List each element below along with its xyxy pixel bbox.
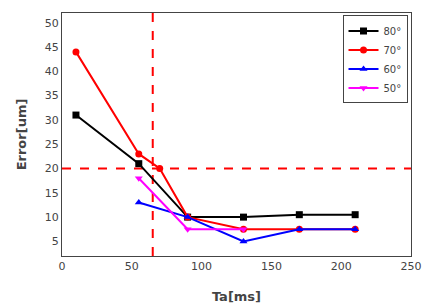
svg-text:80°: 80°: [384, 26, 402, 37]
svg-text:60°: 60°: [384, 64, 402, 75]
svg-text:70°: 70°: [384, 45, 402, 56]
svg-text:200: 200: [331, 260, 352, 273]
svg-text:25: 25: [45, 138, 59, 151]
svg-text:50: 50: [45, 17, 59, 30]
svg-text:35: 35: [45, 89, 59, 102]
svg-text:50: 50: [125, 260, 139, 273]
svg-text:100: 100: [191, 260, 212, 273]
svg-text:0: 0: [59, 260, 66, 273]
svg-text:50°: 50°: [384, 83, 402, 94]
svg-text:20: 20: [45, 162, 59, 175]
svg-text:10: 10: [45, 211, 59, 224]
svg-text:Error[um]: Error[um]: [14, 99, 29, 171]
svg-text:5: 5: [52, 235, 59, 248]
svg-text:15: 15: [45, 187, 59, 200]
svg-text:150: 150: [261, 260, 282, 273]
svg-text:40: 40: [45, 65, 59, 78]
svg-text:250: 250: [401, 260, 422, 273]
svg-text:30: 30: [45, 114, 59, 127]
svg-text:45: 45: [45, 41, 59, 54]
svg-text:Ta[ms]: Ta[ms]: [212, 289, 261, 304]
